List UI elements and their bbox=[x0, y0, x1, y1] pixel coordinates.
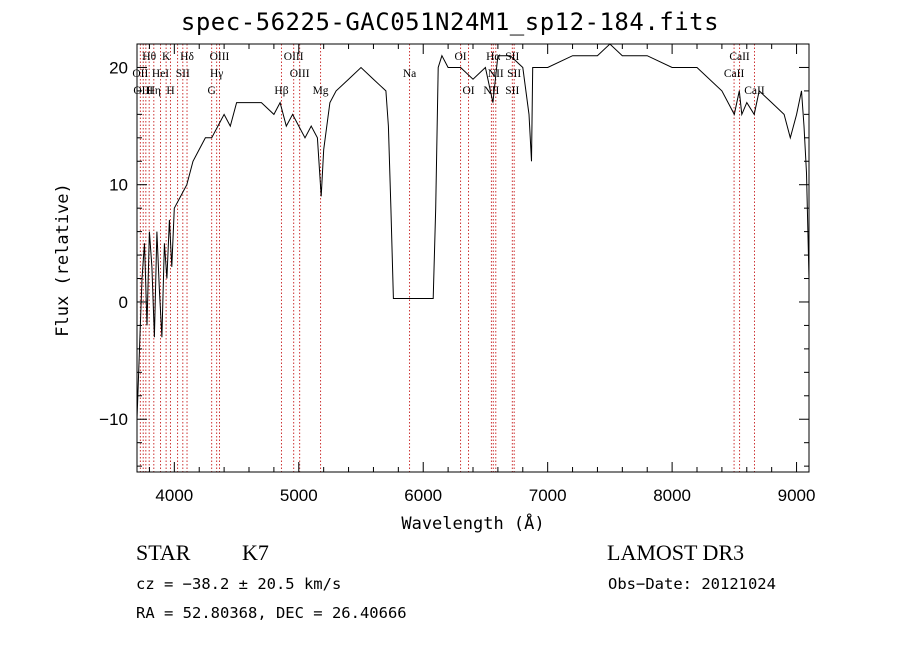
spectral-line-label: Hα bbox=[486, 51, 500, 63]
spectral-line-label: OIII bbox=[290, 68, 310, 80]
x-tick-label: 6000 bbox=[404, 486, 442, 505]
spectral-line-label: Hδ bbox=[180, 51, 194, 63]
spectral-line-label: Mg bbox=[313, 85, 329, 97]
spectral-line-label: CaII bbox=[724, 68, 745, 80]
x-tick-label: 5000 bbox=[280, 486, 318, 505]
x-tick-label: 4000 bbox=[155, 486, 193, 505]
spectral-line-label: Hθ bbox=[142, 51, 156, 63]
x-tick-label: 8000 bbox=[653, 486, 691, 505]
y-tick-label: −10 bbox=[99, 410, 128, 429]
observation-date: Obs−Date: 20121024 bbox=[608, 575, 776, 593]
spectral-line-label: NII bbox=[483, 85, 499, 97]
x-axis-label: Wavelength (Å) bbox=[401, 512, 544, 534]
spectral-line-label: K bbox=[162, 51, 171, 63]
spectral-line-label: CaII bbox=[729, 51, 750, 63]
spectral-line-label: SII bbox=[505, 51, 519, 63]
survey-name: LAMOST DR3 bbox=[607, 540, 745, 565]
spectral-line-label: H bbox=[166, 85, 174, 97]
spectral-line-label: SII bbox=[505, 85, 519, 97]
spectral-line-label: G bbox=[208, 85, 216, 97]
spectral-line-label: Na bbox=[403, 68, 416, 80]
spectral-line-label: Hγ bbox=[210, 68, 223, 80]
spectral-line-label: SII bbox=[176, 68, 190, 80]
spectral-line-label: OI bbox=[454, 51, 466, 63]
annotation-lines: Hθ K Hδ OIII OIII OI Hα SII CaII OII HeI SII Hγ OIII N… bbox=[132, 44, 765, 472]
spectral-line-label: Hβ bbox=[274, 85, 288, 97]
object-class: STAR bbox=[136, 540, 191, 565]
y-axis-label: Flux (relative) bbox=[53, 183, 73, 337]
spectral-line-label: OIII bbox=[133, 85, 153, 97]
sky-coordinates: RA = 52.80368, DEC = 26.40666 bbox=[136, 604, 407, 622]
spectral-line-label: OI bbox=[462, 85, 474, 97]
redshift-velocity: cz = −38.2 ± 20.5 km/s bbox=[136, 575, 342, 593]
axes: 4000 5000 6000 7000 8000 9000 −10 0 10 20 bbox=[99, 43, 816, 505]
spectral-line-label: SII bbox=[507, 68, 521, 80]
x-tick-label: 7000 bbox=[529, 486, 567, 505]
series-line bbox=[136, 43, 810, 420]
spectral-line-label: OIII bbox=[284, 51, 304, 63]
spectral-line-label: Hη bbox=[147, 85, 161, 97]
object-subclass: K7 bbox=[242, 540, 269, 565]
chart-title: spec-56225-GAC051N24M1_sp12-184.fits bbox=[180, 8, 720, 36]
y-tick-label: 20 bbox=[109, 58, 128, 77]
y-tick-label: 0 bbox=[119, 293, 128, 312]
spectral-line-label: HeI bbox=[152, 68, 169, 80]
x-tick-label: 9000 bbox=[778, 486, 816, 505]
spectral-line-label: OIII bbox=[210, 51, 230, 63]
y-tick-label: 10 bbox=[109, 176, 128, 195]
plot-frame bbox=[136, 43, 810, 473]
spectral-line-label: OII bbox=[132, 68, 148, 80]
spectral-line-label: CaII bbox=[744, 85, 765, 97]
